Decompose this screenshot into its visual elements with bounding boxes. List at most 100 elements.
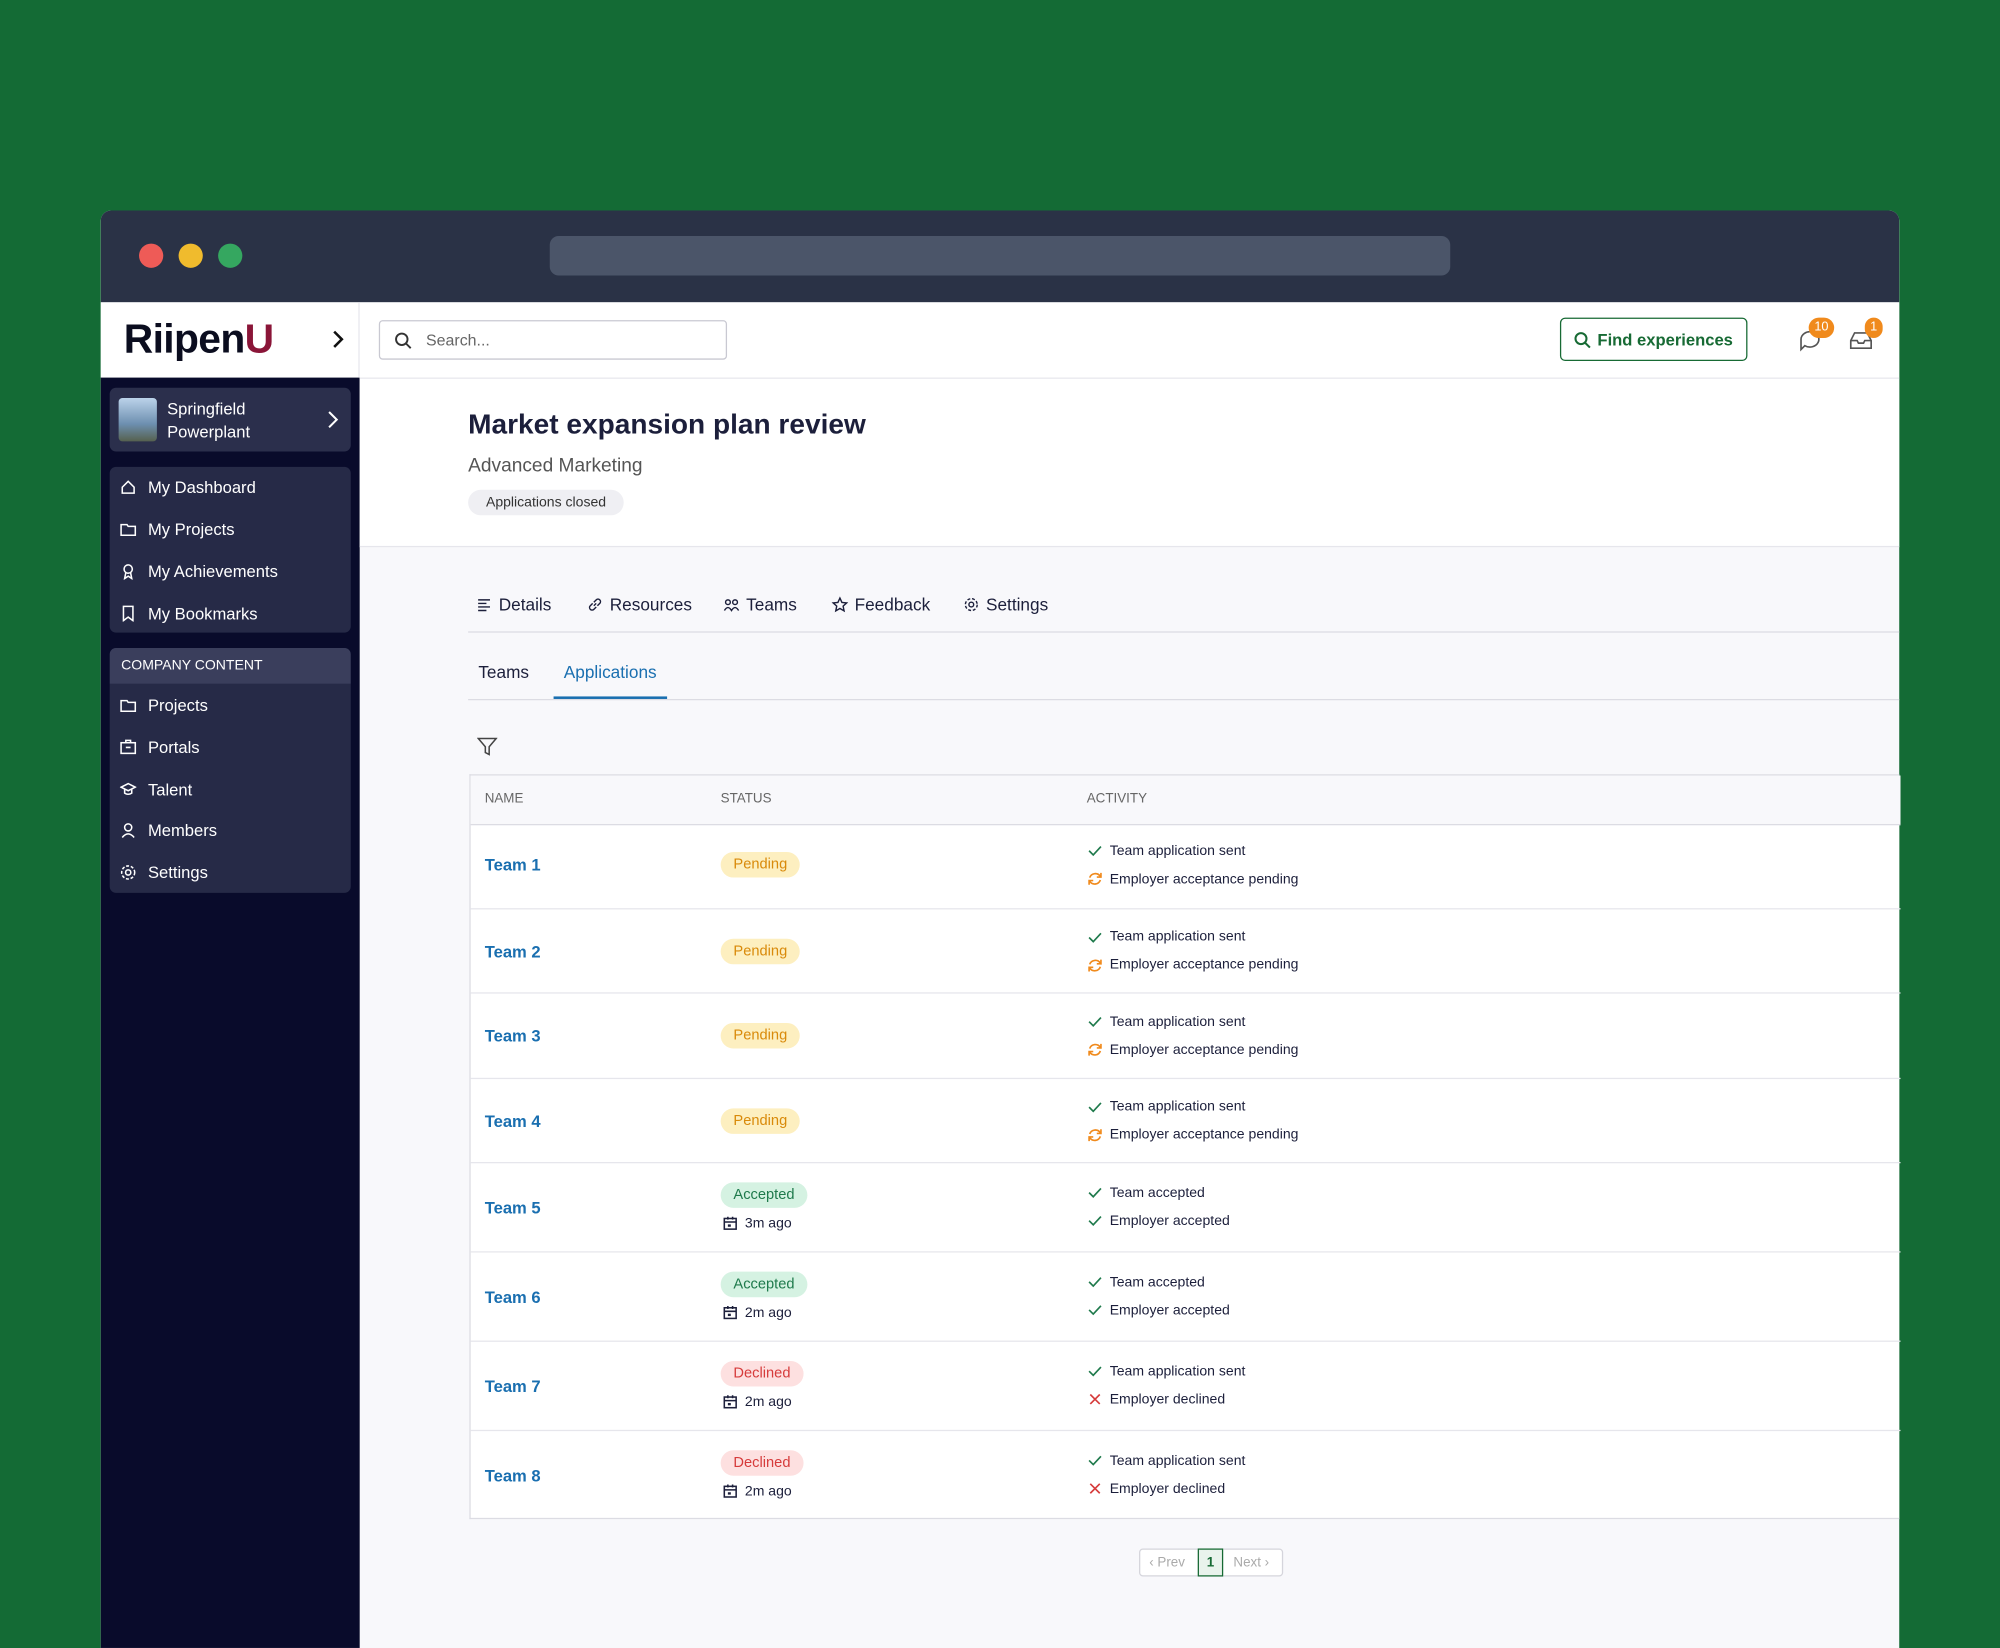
course-name: Advanced Marketing	[468, 454, 643, 477]
url-bar[interactable]	[549, 235, 1451, 276]
prev-button[interactable]: ‹ Prev	[1149, 1554, 1185, 1571]
team-link[interactable]: Team 4	[484, 1111, 541, 1131]
nav-item[interactable]: My Dashboard	[120, 478, 256, 497]
status-badge: Declined	[720, 1450, 804, 1476]
activity-item: Employer acceptance pending	[1087, 957, 1298, 974]
nav-item[interactable]: Talent	[119, 779, 193, 799]
team-link[interactable]: Team 2	[484, 941, 541, 961]
nav-icon	[120, 865, 136, 880]
time-label: 3m ago	[744, 1215, 792, 1231]
nav-label: My Bookmarks	[147, 603, 258, 624]
activity-icon	[1089, 1393, 1101, 1405]
team-link[interactable]: Team 7	[484, 1376, 541, 1397]
subtab[interactable]: Teams	[478, 662, 530, 682]
messages-badge: 10	[1808, 317, 1835, 339]
nav-item[interactable]: Portals	[120, 738, 200, 757]
activity-item: Employer declined	[1087, 1480, 1225, 1497]
nav-icon	[120, 523, 137, 537]
calendar-icon	[723, 1484, 737, 1498]
timestamp: 3m ago	[722, 1215, 792, 1232]
subtab[interactable]: Applications	[563, 662, 657, 682]
project-header: Market expansion plan review Advanced Ma…	[359, 378, 1900, 548]
organization-card[interactable]: Springfield Powerplant	[109, 387, 351, 452]
team-link[interactable]: Team 3	[484, 1026, 541, 1046]
team-link[interactable]: Team 8	[484, 1466, 541, 1486]
status-badge: Pending	[720, 1108, 801, 1134]
nav-label: Projects	[147, 695, 208, 715]
activity-text: Employer declined	[1109, 1391, 1226, 1407]
find-experiences-button[interactable]: Find experiences	[1559, 317, 1748, 361]
activity-item: Team application sent	[1087, 929, 1245, 946]
tab[interactable]: Resources	[587, 595, 692, 614]
logo-area: RiipenU	[100, 302, 360, 378]
activity-icon	[1088, 1366, 1102, 1377]
table-row: Team 2 Pending Team application sent Employ…	[470, 907, 1901, 994]
maximize-button[interactable]	[218, 243, 243, 268]
nav-label: Talent	[147, 779, 193, 799]
status-badge: Pending	[720, 938, 801, 964]
activity-text: Team accepted	[1109, 1274, 1205, 1290]
logo-main: Riipen	[123, 315, 246, 362]
collapse-icon[interactable]	[330, 329, 345, 349]
inbox-badge: 1	[1864, 317, 1883, 339]
activity-icon	[1088, 1215, 1102, 1227]
activity-icon	[1088, 958, 1102, 971]
inbox-icon[interactable]	[1849, 330, 1873, 350]
table-header	[470, 775, 1901, 826]
team-link[interactable]: Team 6	[484, 1287, 541, 1307]
tab[interactable]: Teams	[723, 595, 797, 614]
tab-icon	[723, 599, 740, 612]
chevron	[328, 411, 339, 429]
activity-text: Team application sent	[1109, 843, 1246, 859]
activity-item: Team application sent	[1087, 842, 1246, 859]
organization-name: Springfield Powerplant	[167, 399, 251, 442]
activity-icon	[1088, 1277, 1102, 1288]
nav-icon	[121, 823, 135, 839]
nav-icon	[119, 782, 137, 795]
activity-item: Employer acceptance pending	[1087, 871, 1298, 888]
activity-item: Employer accepted	[1087, 1212, 1230, 1229]
tab[interactable]: Details	[476, 595, 551, 614]
table-row: Team 5 Accepted 3m ago Team accepted Employe…	[470, 1161, 1901, 1253]
nav-item[interactable]: My Bookmarks	[120, 604, 258, 623]
activity-text: Employer accepted	[1109, 1302, 1230, 1318]
activity-text: Employer declined	[1109, 1480, 1226, 1497]
nav-label: My Achievements	[147, 561, 278, 581]
nav-icon	[121, 480, 135, 494]
search-placeholder: Search...	[426, 331, 490, 350]
close-button[interactable]	[139, 243, 164, 268]
nav-item[interactable]: Members	[120, 821, 217, 840]
pagination: ‹ Prev 1 Next ›	[1139, 1548, 1284, 1577]
nav-item[interactable]: Settings	[120, 863, 208, 882]
nav-item[interactable]: My Achievements	[120, 562, 278, 581]
activity-icon	[1089, 1483, 1101, 1494]
table-row: Team 3 Pending Team application sent Employ…	[470, 992, 1901, 1078]
search-box[interactable]: Search...	[378, 320, 728, 360]
activity-icon	[1088, 1043, 1102, 1056]
time-label: 2m ago	[744, 1394, 792, 1410]
next-button[interactable]: Next ›	[1233, 1554, 1270, 1571]
tab[interactable]: Settings	[963, 595, 1048, 614]
tab-label: Teams	[746, 595, 797, 615]
team-link[interactable]: Team 5	[484, 1198, 541, 1218]
activity-icon	[1088, 1128, 1102, 1141]
nav-icon	[120, 739, 137, 754]
time-label: 2m ago	[744, 1304, 792, 1321]
tab[interactable]: Feedback	[831, 595, 930, 614]
activity-item: Team accepted	[1087, 1184, 1205, 1201]
project-title: Market expansion plan review	[468, 408, 866, 441]
tab-icon	[964, 597, 978, 612]
activity-item: Employer acceptance pending	[1087, 1041, 1298, 1058]
filter-icon[interactable]	[477, 737, 498, 756]
company-nav: COMPANY CONTENT Projects Portals Talent Mem…	[109, 647, 351, 893]
logo[interactable]: RiipenU	[124, 316, 274, 363]
table-row: Team 1 Pending Team application sent Employ…	[471, 823, 1901, 908]
tab-icon	[478, 599, 490, 612]
team-link[interactable]: Team 1	[484, 855, 541, 875]
minimize-button[interactable]	[178, 243, 203, 268]
nav-item[interactable]: My Projects	[120, 520, 235, 539]
page-button[interactable]: 1	[1197, 1548, 1224, 1577]
nav-item[interactable]: Projects	[120, 696, 208, 715]
activity-icon	[1088, 932, 1102, 943]
